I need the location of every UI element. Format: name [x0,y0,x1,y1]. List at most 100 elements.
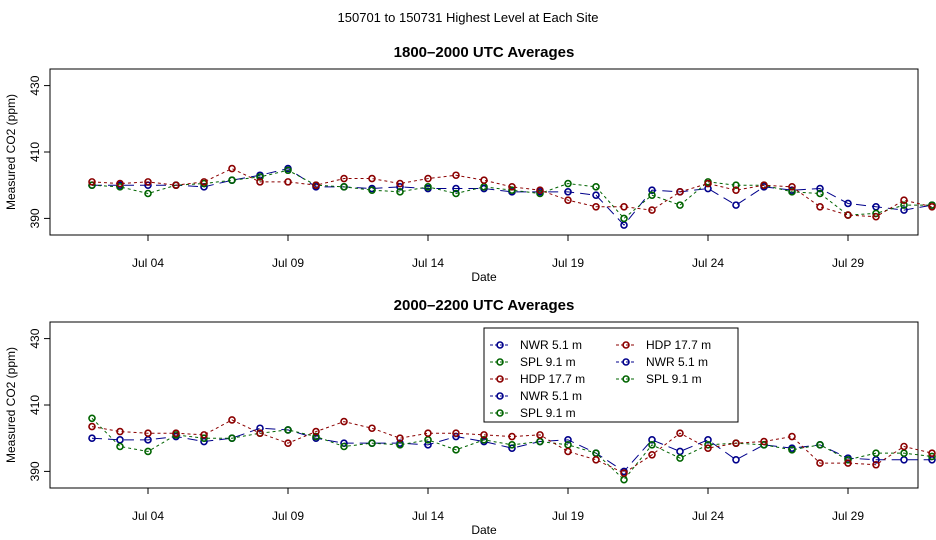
data-point [116,442,124,451]
data-point [592,202,600,211]
data-point [816,184,824,193]
y-tick-label: 390 [28,461,42,481]
data-point [676,429,684,438]
series-line [91,169,932,220]
x-tick-label: Jul 24 [692,256,724,270]
data-point [704,179,712,188]
data-point [816,202,824,211]
legend-entry: HDP 17.7 m [616,338,711,352]
legend-label: NWR 5.1 m [520,389,582,403]
data-point [144,178,152,186]
data-point [256,173,264,181]
data-point [200,434,208,443]
x-tick-label: Jul 14 [412,256,444,270]
data-point [508,183,516,191]
data-point [704,441,712,449]
series-nwr [88,424,936,476]
legend-marker [496,392,504,400]
data-point [424,441,432,449]
data-point [116,183,124,191]
data-point [452,171,460,180]
data-point [284,178,292,186]
data-point [452,189,460,198]
x-tick-label: Jul 14 [412,509,444,523]
data-point [312,427,320,436]
data-point [88,414,96,423]
data-point [676,201,684,209]
legend-marker [496,358,504,366]
data-point [256,429,264,438]
data-point [480,431,488,439]
legend: NWR 5.1 m SPL 9.1 m HDP 17.7 m NWR 5.1 m SPL… [483,327,739,423]
legend-label: HDP 17.7 m [520,372,585,386]
data-point [676,454,684,462]
legend-label: NWR 5.1 m [520,338,582,352]
data-point [340,183,348,191]
series-line [91,427,932,473]
legend-label: SPL 9.1 m [646,372,702,386]
data-point [172,181,180,189]
data-point [732,455,740,464]
data-point [396,179,404,188]
series-layer [88,164,936,229]
legend-entry: HDP 17.7 m [490,372,585,386]
data-point [816,189,824,198]
axis-ticks: 390 410 430 Jul 04 Jul 09 Jul 14 Jul 19 Jul 24 J… [28,328,864,523]
data-point [368,424,376,433]
panel-2000-2200: 2000–2200 UTC Averages Date Measured CO2… [4,297,936,537]
legend-entry: SPL 9.1 m [490,355,576,369]
data-point [564,436,572,444]
data-point [900,196,908,204]
data-point [284,426,292,434]
legend-label: NWR 5.1 m [646,355,708,369]
y-axis-label: Measured CO2 (ppm) [4,94,18,210]
legend-entry: NWR 5.1 m [490,338,582,352]
data-point [648,436,656,444]
x-tick-label: Jul 09 [272,509,304,523]
data-point [200,178,208,186]
x-tick-label: Jul 24 [692,509,724,523]
panel-title: 1800–2000 UTC Averages [394,44,575,61]
data-point [760,181,768,189]
y-axis-label: Measured CO2 (ppm) [4,347,18,463]
data-point [228,434,236,443]
data-point [872,212,880,221]
data-point [844,211,852,219]
data-point [340,174,348,183]
data-point [788,188,796,196]
data-point [480,436,488,444]
data-point [872,460,880,469]
data-point [592,191,600,199]
x-axis-label: Date [471,270,497,284]
data-point [508,186,516,194]
data-point [256,424,264,433]
series-layer [88,414,936,484]
data-point [424,183,432,191]
data-point [844,459,852,467]
y-tick-label: 410 [28,395,42,415]
legend-marker [496,341,504,349]
x-axis-label: Date [471,523,497,537]
x-tick-label: Jul 04 [132,256,164,270]
data-point [452,446,460,454]
data-point [648,186,656,194]
data-point [564,188,572,196]
data-point [732,181,740,189]
data-point [144,429,152,438]
data-point [200,431,208,439]
data-point [900,201,908,209]
data-point [116,427,124,436]
data-point [900,206,908,214]
plot-frame [49,68,919,236]
y-tick-label: 430 [28,75,42,95]
data-point [732,186,740,194]
series-line [91,168,933,218]
data-point [816,459,824,467]
series-line [91,419,933,474]
panel-1800-2000: 1800–2000 UTC Averages Date Measured CO2… [4,44,936,284]
data-point [452,429,460,438]
data-point [928,452,936,461]
data-point [816,441,824,449]
data-point [284,439,292,447]
